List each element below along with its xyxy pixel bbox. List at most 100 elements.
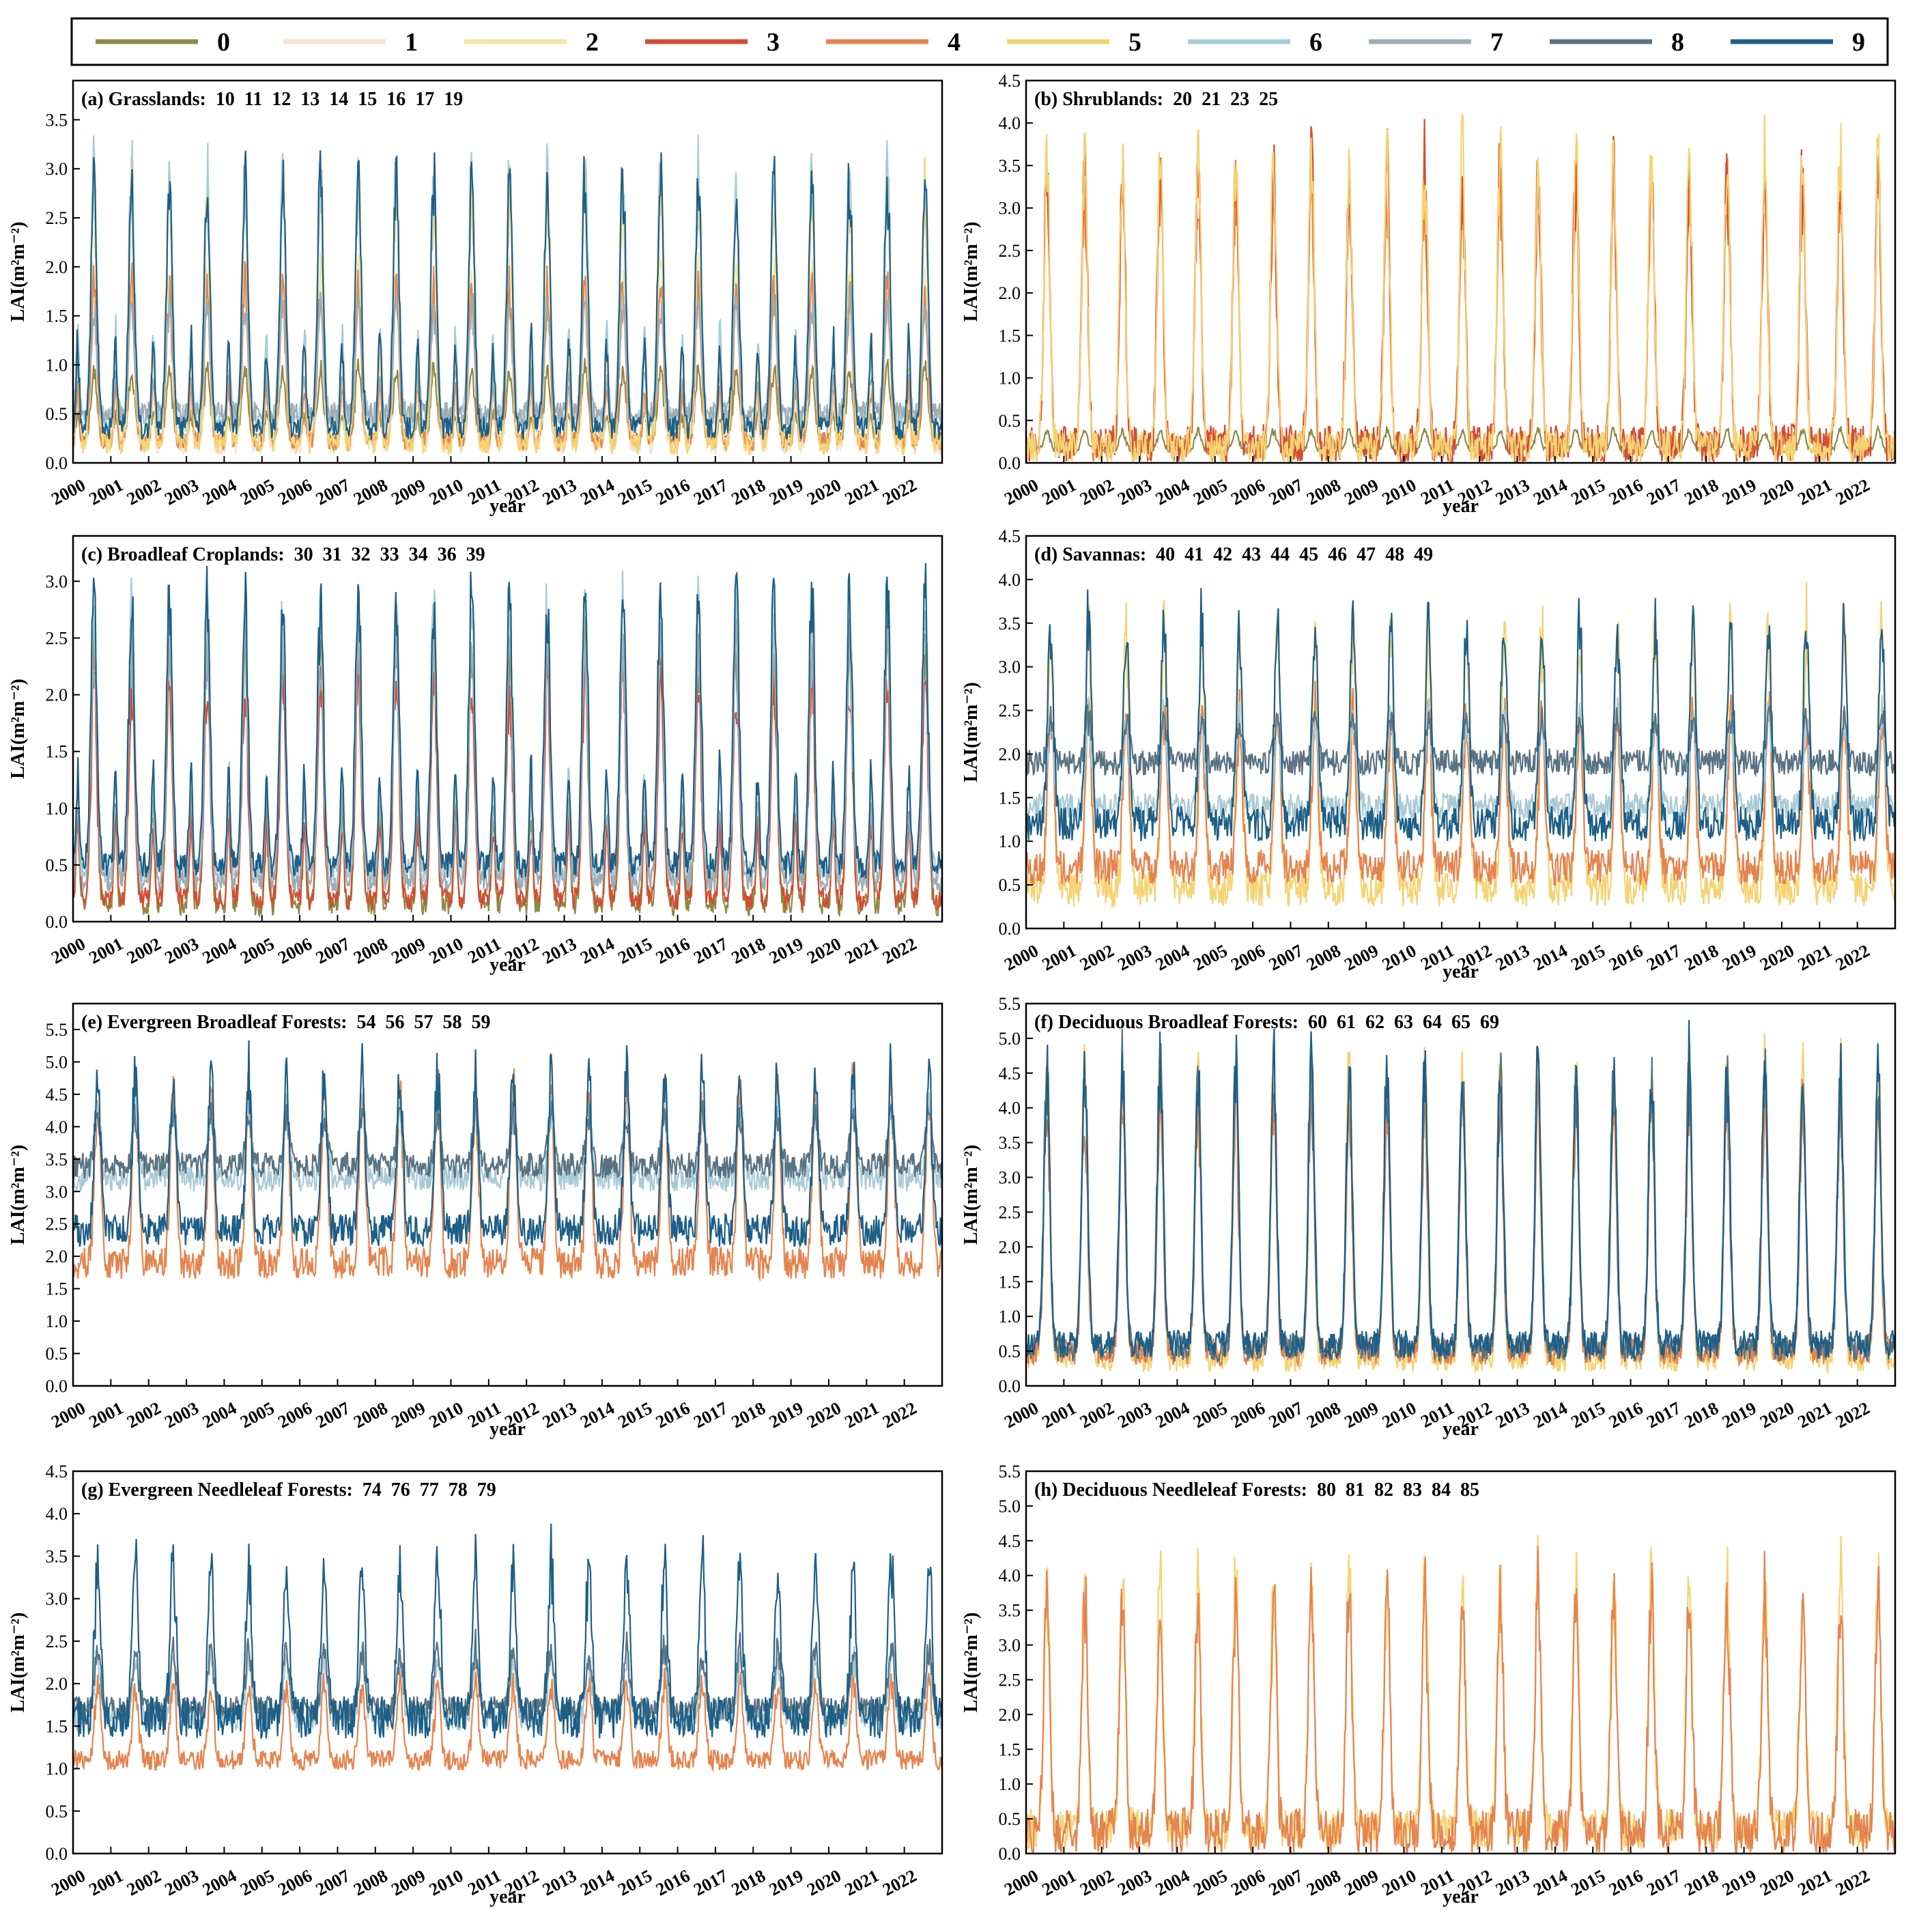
x-tick-label: 2013 <box>1492 1398 1533 1432</box>
x-tick-label: 2002 <box>124 934 165 968</box>
panels: 0.00.51.01.52.02.53.03.52000200120022003… <box>8 71 1897 1907</box>
y-tick-label: 3.5 <box>999 1133 1021 1153</box>
y-tick-label: 1.5 <box>46 1716 68 1736</box>
y-tick-label: 0.0 <box>46 1844 68 1864</box>
y-tick-label: 2.0 <box>999 1237 1021 1257</box>
x-tick-label: 2005 <box>237 475 278 509</box>
y-tick-label: 1.5 <box>46 742 68 762</box>
x-tick-label: 2015 <box>615 1866 656 1900</box>
y-tick-label: 1.0 <box>999 1307 1021 1326</box>
plot-frame <box>1025 79 1897 464</box>
y-tick-label: 4.5 <box>999 526 1021 546</box>
panel-g: 0.00.51.01.52.02.53.03.54.04.52000200120… <box>8 1462 943 1907</box>
x-tick-label: 2022 <box>879 1398 920 1432</box>
x-tick-label: 2000 <box>48 1398 89 1432</box>
y-tick-label: 5.5 <box>46 1020 68 1040</box>
x-tick-label: 2015 <box>1568 1398 1609 1432</box>
plot-frame <box>72 535 943 923</box>
x-tick-label: 2021 <box>842 475 883 509</box>
y-tick-label: 2.5 <box>999 241 1021 261</box>
y-tick-label: 2.0 <box>46 1674 68 1694</box>
x-tick-label: 2005 <box>237 934 278 968</box>
y-tick-label: 3.5 <box>46 110 68 130</box>
series-line-8 <box>1026 704 1895 778</box>
x-tick-label: 2009 <box>1341 475 1382 509</box>
x-tick-label: 2015 <box>615 475 656 509</box>
x-tick-label: 2013 <box>539 934 580 968</box>
y-tick-label: 2.5 <box>999 1202 1021 1222</box>
x-tick-label: 2010 <box>1379 475 1420 509</box>
x-tick-label: 2014 <box>577 934 618 968</box>
y-axis-label: LAI(m²m⁻²) <box>8 222 29 322</box>
x-tick-label: 2007 <box>313 1398 354 1432</box>
x-tick-label: 2009 <box>388 1866 429 1900</box>
y-tick-label: 3.0 <box>46 1182 68 1202</box>
y-tick-label: 0.5 <box>46 1802 68 1821</box>
y-tick-label: 1.0 <box>46 799 68 819</box>
x-tick-label: 2005 <box>1190 1866 1231 1900</box>
x-tick-label: 2013 <box>539 1398 580 1432</box>
x-tick-label: 2003 <box>161 1398 202 1432</box>
x-tick-label: 2001 <box>1039 1866 1080 1900</box>
y-tick-label: 1.0 <box>46 1759 68 1779</box>
x-tick-label: 2004 <box>199 1866 240 1900</box>
x-tick-label: 2000 <box>48 934 89 968</box>
x-tick-label: 2001 <box>86 934 127 968</box>
x-tick-label: 2010 <box>1379 941 1420 975</box>
panel-title: (c) Broadleaf Croplands: 30 31 32 33 34 … <box>81 544 485 565</box>
x-tick-label: 2019 <box>1719 941 1760 975</box>
x-tick-label: 2016 <box>1606 475 1647 509</box>
x-tick-label: 2010 <box>426 1866 467 1900</box>
x-tick-label: 2022 <box>1832 1398 1873 1432</box>
x-tick-label: 2008 <box>1303 1398 1344 1432</box>
y-tick-label: 1.5 <box>46 307 68 326</box>
y-tick-label: 0.0 <box>46 453 68 473</box>
x-tick-label: 2004 <box>1152 941 1193 975</box>
y-tick-label: 2.5 <box>46 208 68 228</box>
x-tick-label: 2001 <box>86 1398 127 1432</box>
y-axis-label: LAI(m²m⁻²) <box>8 1145 29 1245</box>
x-tick-label: 2020 <box>1757 1398 1798 1432</box>
x-tick-label: 2019 <box>766 475 807 509</box>
y-tick-label: 5.5 <box>999 1462 1021 1481</box>
legend-label-6: 6 <box>1309 28 1322 57</box>
y-tick-label: 4.0 <box>46 1504 68 1524</box>
series-line-4 <box>1026 681 1895 886</box>
x-tick-label: 2004 <box>199 1398 240 1432</box>
x-tick-label: 2016 <box>653 934 694 968</box>
series-group <box>73 1040 942 1282</box>
legend: 0 1 2 3 4 5 6 7 8 9 <box>70 17 1889 66</box>
x-tick-label: 2015 <box>1568 941 1609 975</box>
x-tick-label: 2003 <box>161 934 202 968</box>
y-tick-label: 2.0 <box>46 685 68 705</box>
x-tick-label: 2016 <box>1606 1866 1647 1900</box>
y-tick-label: 4.0 <box>46 1117 68 1137</box>
series-line-9 <box>73 150 942 440</box>
x-tick-label: 2009 <box>388 934 429 968</box>
panel-title: (e) Evergreen Broadleaf Forests: 54 56 5… <box>81 1012 491 1033</box>
x-tick-label: 2005 <box>237 1398 278 1432</box>
y-tick-label: 3.5 <box>999 1601 1021 1621</box>
x-tick-label: 2017 <box>690 934 731 968</box>
panel-f: 0.0 0.5 1.0 1.5 2.0 2.5 3.0 3.5 4.0 4.5 5.0 5.5 2000… <box>961 994 1897 1440</box>
x-tick-label: 2008 <box>350 475 391 509</box>
x-tick-label: 2014 <box>577 1866 618 1900</box>
x-tick-label: 2008 <box>350 1398 391 1432</box>
y-tick-label: 2.5 <box>46 629 68 649</box>
series-line-9 <box>73 1523 942 1739</box>
panel-a: 0.0 0.5 1.0 1.5 2.0 2.5 3.0 3.5 2000200120022003… <box>8 79 943 517</box>
y-tick-label: 0.5 <box>46 404 68 424</box>
y-tick-label: 1.5 <box>46 1279 68 1299</box>
y-tick-label: 1.5 <box>999 1740 1021 1759</box>
x-tick-label: 2013 <box>1492 941 1533 975</box>
y-tick-label: 0.0 <box>46 912 68 932</box>
x-tick-label: 2009 <box>1341 941 1382 975</box>
y-tick-label: 3.5 <box>46 1546 68 1566</box>
x-tick-label: 2014 <box>1530 941 1571 975</box>
x-tick-label: 2022 <box>879 934 920 968</box>
x-tick-label: 2003 <box>1114 1398 1155 1432</box>
x-tick-label: 2010 <box>426 1398 467 1432</box>
x-tick-label: 2000 <box>1001 1398 1042 1432</box>
x-tick-label: 2007 <box>313 934 354 968</box>
legend-label-7: 7 <box>1490 28 1503 57</box>
